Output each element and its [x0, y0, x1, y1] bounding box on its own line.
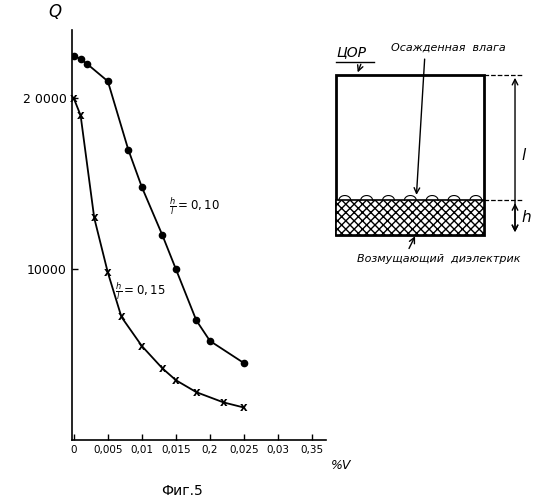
Text: x: x — [77, 109, 84, 122]
Text: ЦОР: ЦОР — [336, 46, 367, 60]
Text: Фиг.5: Фиг.5 — [161, 484, 203, 498]
Text: Осажденная  влага: Осажденная влага — [391, 43, 506, 53]
Text: $\frac{h}{l}$$= 0,15$: $\frac{h}{l}$$= 0,15$ — [115, 280, 165, 302]
Text: x: x — [220, 396, 227, 409]
Text: x: x — [158, 362, 166, 375]
Text: x: x — [91, 212, 98, 224]
Text: x: x — [118, 310, 125, 324]
Text: x: x — [240, 401, 248, 414]
Text: x: x — [138, 340, 146, 352]
Text: $\frac{h}{l}$$= 0,10$: $\frac{h}{l}$$= 0,10$ — [169, 195, 220, 216]
Text: x: x — [193, 386, 200, 398]
Text: l: l — [522, 148, 526, 162]
Polygon shape — [336, 200, 485, 235]
Text: h: h — [522, 210, 532, 225]
Text: x: x — [172, 374, 180, 386]
Text: %V: %V — [331, 459, 352, 472]
Text: Возмущающий  диэлектрик: Возмущающий диэлектрик — [357, 254, 520, 264]
Text: x: x — [104, 266, 112, 279]
Text: x: x — [70, 92, 78, 105]
Text: Q: Q — [48, 4, 61, 22]
